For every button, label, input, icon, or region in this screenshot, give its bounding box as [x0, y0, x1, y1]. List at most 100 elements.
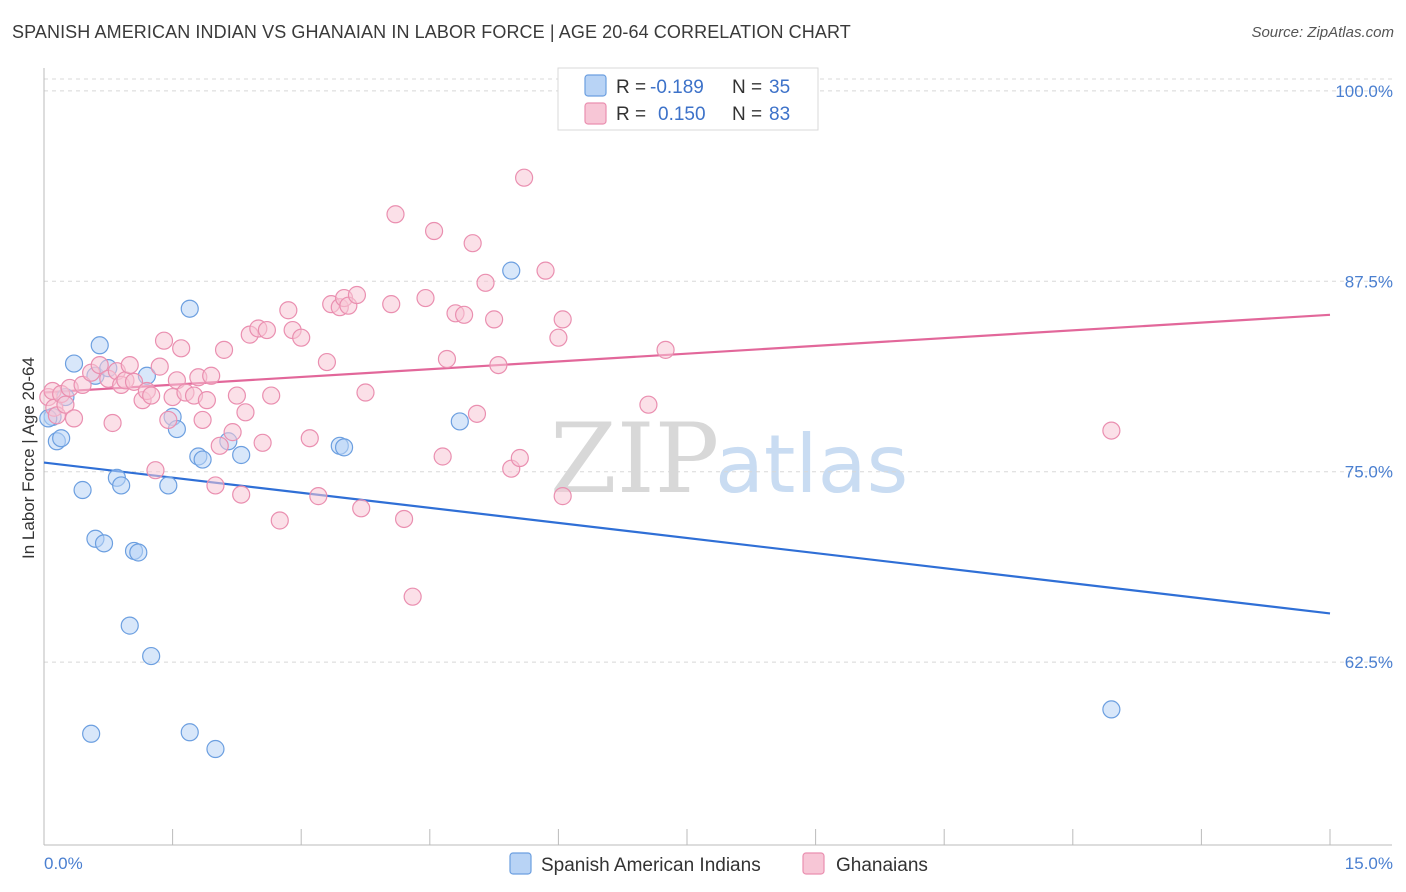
data-point-ghanaian [159, 410, 178, 430]
data-point-ghanaian [433, 447, 452, 466]
data-point-spanish-american-indian [94, 534, 114, 553]
gridlines [44, 78, 1392, 663]
data-point-spanish-american-indian [232, 445, 251, 465]
data-point-ghanaian [210, 436, 229, 455]
data-point-ghanaian [257, 320, 277, 340]
data-point-ghanaian [394, 509, 414, 529]
data-point-ghanaian [202, 366, 221, 385]
source-credit: Source: ZipAtlas.com [1251, 24, 1394, 41]
data-point-spanish-american-indian [206, 739, 225, 759]
data-point-ghanaian [103, 413, 122, 433]
data-point-ghanaian [262, 386, 281, 405]
data-point-spanish-american-indian [1102, 700, 1121, 719]
data-point-ghanaian [309, 487, 328, 506]
data-point-ghanaian [347, 285, 367, 305]
data-point-ghanaian [120, 355, 139, 375]
data-point-spanish-american-indian [82, 724, 101, 743]
series-label: Ghanaians [836, 855, 928, 876]
data-point-ghanaian [150, 357, 169, 376]
watermark-atlas: atlas [715, 418, 908, 511]
y-tick-label: 75.0% [1345, 463, 1393, 482]
data-point-ghanaian [279, 301, 298, 320]
data-points [39, 168, 1121, 759]
data-point-ghanaian [536, 261, 555, 280]
data-point-ghanaian [424, 221, 444, 241]
data-point-ghanaian [549, 328, 568, 347]
data-point-ghanaian [1102, 421, 1121, 440]
data-point-ghanaian [403, 587, 422, 606]
chart-title: SPANISH AMERICAN INDIAN VS GHANAIAN IN L… [12, 22, 851, 42]
series-label: Spanish American Indians [541, 855, 761, 876]
y-axis-label: In Labor Force | Age 20-64 [19, 357, 38, 559]
data-point-ghanaian [510, 448, 529, 468]
trend-line-ghanaians [43, 313, 1331, 394]
tick-labels: 100.0% 87.5% 75.0% 62.5% 0.0% 15.0% [44, 82, 1393, 873]
data-point-spanish-american-indian [334, 438, 354, 457]
series-swatch-blue [509, 852, 532, 875]
y-tick-label: 87.5% [1345, 272, 1393, 291]
data-point-ghanaian [382, 295, 401, 314]
data-point-ghanaian [352, 499, 371, 518]
data-point-spanish-american-indian [112, 476, 131, 495]
x-tick-label: 15.0% [1345, 854, 1393, 873]
legend-n-label: N = [732, 104, 762, 125]
data-point-ghanaian [356, 383, 375, 402]
data-point-ghanaian [437, 349, 457, 369]
data-point-ghanaian [454, 305, 474, 324]
data-point-ghanaian [124, 372, 144, 391]
data-point-ghanaian [154, 331, 174, 350]
legend-r-value: -0.189 [650, 77, 704, 98]
data-point-ghanaian [300, 429, 319, 448]
data-point-spanish-american-indian [502, 261, 521, 280]
legend-r-label: R = [616, 77, 646, 98]
series-swatch-pink [802, 852, 825, 875]
data-point-ghanaian [463, 234, 482, 253]
data-point-ghanaian [197, 391, 216, 410]
data-point-spanish-american-indian [180, 723, 199, 742]
legend-swatch-blue [584, 74, 607, 97]
data-point-ghanaian [227, 386, 246, 405]
data-point-spanish-american-indian [159, 476, 178, 495]
data-point-ghanaian [485, 310, 504, 329]
data-point-ghanaian [416, 288, 435, 308]
data-point-ghanaian [142, 386, 161, 405]
axes [43, 68, 1392, 846]
data-point-ghanaian [553, 487, 572, 506]
data-point-spanish-american-indian [142, 646, 161, 666]
data-point-spanish-american-indian [120, 616, 139, 635]
data-point-ghanaian [253, 433, 272, 452]
y-tick-label: 62.5% [1345, 653, 1393, 672]
data-point-ghanaian [90, 355, 109, 375]
data-point-ghanaian [236, 403, 255, 422]
data-point-ghanaian [206, 476, 225, 495]
data-point-ghanaian [270, 511, 289, 530]
trend-line-spanish-american-indians [43, 461, 1331, 615]
y-tick-label: 100.0% [1335, 82, 1393, 101]
data-point-spanish-american-indian [180, 299, 199, 318]
data-point-ghanaian [639, 395, 658, 414]
legend-r-value: 0.150 [658, 104, 706, 125]
legend-n-value: 35 [769, 77, 790, 98]
data-point-ghanaian [656, 340, 675, 359]
data-point-spanish-american-indian [450, 412, 469, 431]
data-point-spanish-american-indian [73, 480, 92, 500]
data-point-ghanaian [214, 340, 234, 359]
data-point-ghanaian [146, 461, 165, 480]
legend-swatch-pink [584, 102, 607, 125]
data-point-ghanaian [232, 485, 251, 504]
data-point-ghanaian [317, 352, 337, 372]
data-point-spanish-american-indian [52, 429, 71, 448]
watermark-zip: ZIP [550, 403, 719, 515]
data-point-ghanaian [223, 423, 242, 442]
data-point-ghanaian [476, 273, 495, 292]
legend-r-label: R = [616, 104, 646, 125]
x-tick-label: 0.0% [44, 854, 83, 873]
series-legend: Spanish American Indians Ghanaians [509, 852, 928, 876]
trend-lines [43, 313, 1331, 615]
data-point-ghanaian [386, 205, 405, 224]
data-point-spanish-american-indian [193, 450, 212, 469]
correlation-legend: R = -0.189 N = 35 R = 0.150 N = 83 [557, 67, 819, 131]
data-point-spanish-american-indian [64, 354, 84, 373]
data-point-ghanaian [292, 328, 311, 347]
